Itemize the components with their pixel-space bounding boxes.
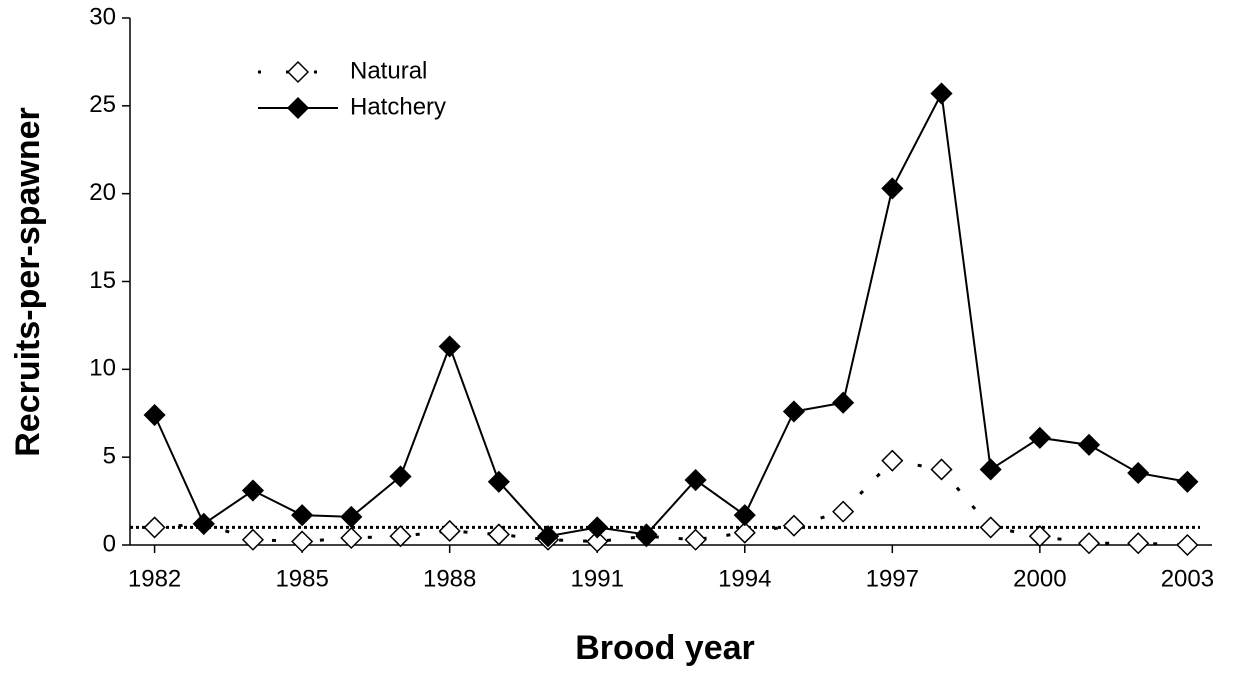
- marker: [1028, 525, 1051, 548]
- marker: [684, 528, 707, 551]
- series-line: [153, 90, 1188, 538]
- marker: [930, 458, 953, 481]
- x-tick-label: 1991: [571, 565, 624, 592]
- y-tick-label: 20: [89, 179, 116, 206]
- marker: [438, 335, 461, 358]
- legend-label: Natural: [350, 57, 427, 84]
- marker: [832, 391, 855, 414]
- marker: [930, 82, 953, 105]
- marker: [143, 403, 166, 427]
- marker: [438, 519, 461, 543]
- marker: [291, 504, 314, 527]
- marker: [143, 516, 166, 539]
- marker: [487, 523, 510, 546]
- y-tick-label: 15: [89, 267, 116, 294]
- x-tick-label: 1997: [866, 565, 919, 592]
- legend-label: Hatchery: [350, 93, 446, 120]
- y-tick-label: 5: [103, 443, 116, 470]
- marker: [1077, 532, 1101, 555]
- marker: [536, 525, 560, 548]
- y-tick-label: 25: [89, 91, 116, 118]
- legend-marker: [286, 96, 310, 120]
- marker: [1176, 533, 1199, 557]
- marker: [733, 504, 756, 527]
- marker: [586, 516, 609, 539]
- marker: [635, 523, 658, 546]
- y-tick-label: 0: [103, 530, 116, 557]
- x-axis-title: Brood year: [575, 629, 755, 667]
- series-line: [154, 459, 1188, 547]
- marker: [586, 530, 609, 553]
- y-tick-label: 10: [89, 355, 116, 382]
- marker: [1127, 461, 1150, 485]
- marker: [340, 505, 363, 528]
- marker: [389, 465, 412, 488]
- marker: [487, 470, 510, 493]
- marker: [389, 525, 412, 548]
- marker: [241, 528, 265, 551]
- x-tick-label: 1994: [718, 565, 771, 592]
- marker: [1028, 426, 1051, 449]
- marker: [241, 479, 265, 502]
- marker: [1077, 433, 1101, 456]
- marker: [881, 449, 904, 472]
- marker: [1127, 532, 1150, 555]
- y-tick-label: 30: [89, 3, 116, 30]
- marker: [832, 500, 855, 523]
- marker: [684, 468, 707, 492]
- marker: [782, 514, 806, 537]
- x-tick-label: 1988: [423, 565, 476, 592]
- x-tick-label: 1982: [128, 565, 181, 592]
- marker: [979, 458, 1002, 481]
- y-axis-title: Recruits-per-spawner: [9, 107, 47, 457]
- x-tick-label: 1985: [275, 565, 328, 592]
- marker: [733, 521, 756, 544]
- legend-marker: [286, 60, 310, 84]
- x-tick-label: 2000: [1013, 565, 1066, 592]
- x-tick-label: 2003: [1161, 565, 1214, 592]
- marker: [979, 516, 1002, 539]
- marker: [881, 177, 904, 200]
- marker: [291, 530, 314, 553]
- marker: [192, 512, 215, 535]
- marker: [1176, 470, 1199, 493]
- marker: [782, 400, 806, 423]
- marker: [340, 526, 363, 550]
